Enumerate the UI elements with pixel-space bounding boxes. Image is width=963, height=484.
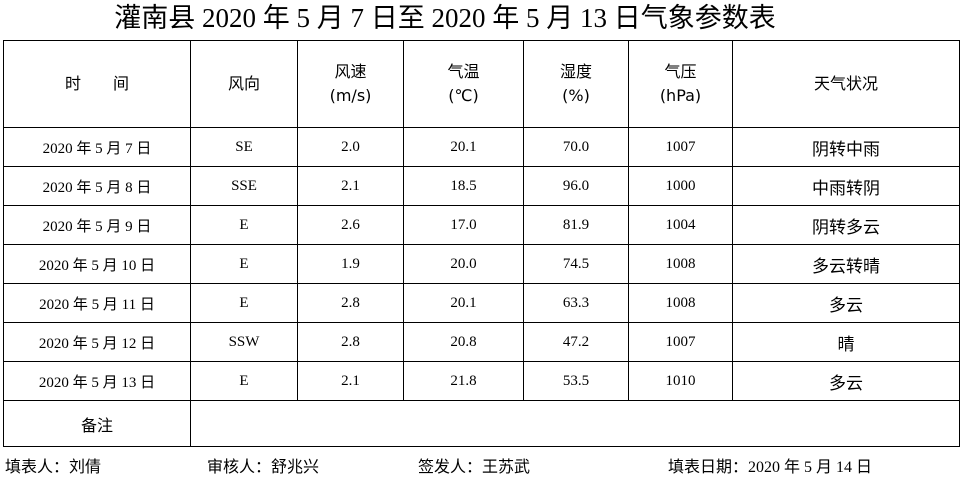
header-text: 时 间	[64, 74, 129, 93]
data-row: 2020 年 5 月 10 日 E 1.9 20.0 74.5 1008 多云转晴	[3, 244, 960, 284]
data-cell: 2.1	[297, 361, 404, 401]
data-cell: SSE	[190, 166, 298, 206]
remarks-content	[190, 400, 960, 447]
footer-text: 填表日期：2020 年 5 月 14 日	[668, 459, 873, 476]
data-cell: 1004	[628, 205, 733, 245]
data-cell: E	[190, 361, 298, 401]
data-row: 2020 年 5 月 11 日 E 2.8 20.1 63.3 1008 多云	[3, 283, 960, 323]
data-cell: 2.1	[297, 166, 404, 206]
data-cell: E	[190, 283, 298, 323]
header-text: (hPa)	[659, 86, 702, 105]
header-cell: 风向	[190, 40, 298, 128]
footer-text: 签发人：王苏武	[418, 459, 531, 476]
footer-text: 审核人：舒兆兴	[207, 459, 320, 476]
footer-text: 填表人：刘倩	[5, 459, 102, 476]
data-cell: 1008	[628, 244, 733, 284]
data-cell: 21.8	[403, 361, 524, 401]
data-cell: 阴转多云	[732, 205, 960, 245]
data-cell: 53.5	[523, 361, 629, 401]
data-cell: 2.8	[297, 322, 404, 362]
header-text: 风向	[227, 74, 260, 93]
data-cell: 74.5	[523, 244, 629, 284]
data-cell: 2.0	[297, 127, 404, 167]
header-text: 风速	[334, 62, 367, 81]
data-cell: SSW	[190, 322, 298, 362]
data-cell: 47.2	[523, 322, 629, 362]
table-body: 时 间 风向 风速 (m/s) 气温 (℃) 湿度 (%) 气压 (hPa) 天气状况 2020 年 …	[3, 40, 960, 447]
data-cell: 1007	[628, 127, 733, 167]
data-cell: E	[190, 205, 298, 245]
data-cell: 20.1	[403, 127, 524, 167]
data-cell: 17.0	[403, 205, 524, 245]
data-cell: SE	[190, 127, 298, 167]
data-cell: 阴转中雨	[732, 127, 960, 167]
data-row: 2020 年 5 月 13 日 E 2.1 21.8 53.5 1010 多云	[3, 361, 960, 401]
data-cell: 2.6	[297, 205, 404, 245]
data-cell: 中雨转阴	[732, 166, 960, 206]
header-text: (m/s)	[329, 86, 372, 105]
data-cell: 1000	[628, 166, 733, 206]
data-cell: 70.0	[523, 127, 629, 167]
data-cell: 晴	[732, 322, 960, 362]
data-cell: 2020 年 5 月 9 日	[3, 205, 191, 245]
data-cell: 2020 年 5 月 13 日	[3, 361, 191, 401]
header-cell: 气温 (℃)	[403, 40, 524, 128]
header-text: (℃)	[448, 86, 479, 105]
title: 灌南县 2020 年 5 月 7 日至 2020 年 5 月 13 日气象参数表	[114, 3, 776, 33]
header-cell: 湿度 (%)	[523, 40, 629, 128]
weather-table: 时 间 风向 风速 (m/s) 气温 (℃) 湿度 (%) 气压 (hPa) 天气状况 2020 年 …	[3, 40, 960, 447]
header-text: 气温	[447, 62, 480, 81]
data-row: 2020 年 5 月 7 日 SE 2.0 20.1 70.0 1007 阴转中雨	[3, 127, 960, 167]
data-cell: 2020 年 5 月 11 日	[3, 283, 191, 323]
header-cell: 风速 (m/s)	[297, 40, 404, 128]
data-cell: 20.0	[403, 244, 524, 284]
header-text: 天气状况	[813, 74, 878, 93]
remarks-row: 备注	[3, 400, 960, 447]
data-cell: 81.9	[523, 205, 629, 245]
data-cell: 1010	[628, 361, 733, 401]
data-cell: 96.0	[523, 166, 629, 206]
data-row: 2020 年 5 月 12 日 SSW 2.8 20.8 47.2 1007 晴	[3, 322, 960, 362]
data-cell: 多云转晴	[732, 244, 960, 284]
data-cell: 多云	[732, 361, 960, 401]
data-row: 2020 年 5 月 8 日 SSE 2.1 18.5 96.0 1000 中雨转阴	[3, 166, 960, 206]
data-cell: 20.8	[403, 322, 524, 362]
data-cell: 1.9	[297, 244, 404, 284]
data-cell: 2020 年 5 月 7 日	[3, 127, 191, 167]
data-cell: 2.8	[297, 283, 404, 323]
header-text: 湿度	[559, 62, 592, 81]
data-cell: E	[190, 244, 298, 284]
remarks-label: 备注	[3, 400, 191, 447]
data-cell: 18.5	[403, 166, 524, 206]
header-cell: 天气状况	[732, 40, 960, 128]
data-cell: 2020 年 5 月 12 日	[3, 322, 191, 362]
header-text: (%)	[562, 86, 590, 105]
header-row: 时 间 风向 风速 (m/s) 气温 (℃) 湿度 (%) 气压 (hPa) 天气状况	[3, 40, 960, 128]
data-cell: 1007	[628, 322, 733, 362]
data-cell: 多云	[732, 283, 960, 323]
data-cell: 1008	[628, 283, 733, 323]
data-cell: 63.3	[523, 283, 629, 323]
header-cell: 气压 (hPa)	[628, 40, 733, 128]
header-text: 气压	[664, 62, 697, 81]
header-cell: 时 间	[3, 40, 191, 128]
data-cell: 20.1	[403, 283, 524, 323]
data-cell: 2020 年 5 月 8 日	[3, 166, 191, 206]
data-row: 2020 年 5 月 9 日 E 2.6 17.0 81.9 1004 阴转多云	[3, 205, 960, 245]
data-cell: 2020 年 5 月 10 日	[3, 244, 191, 284]
